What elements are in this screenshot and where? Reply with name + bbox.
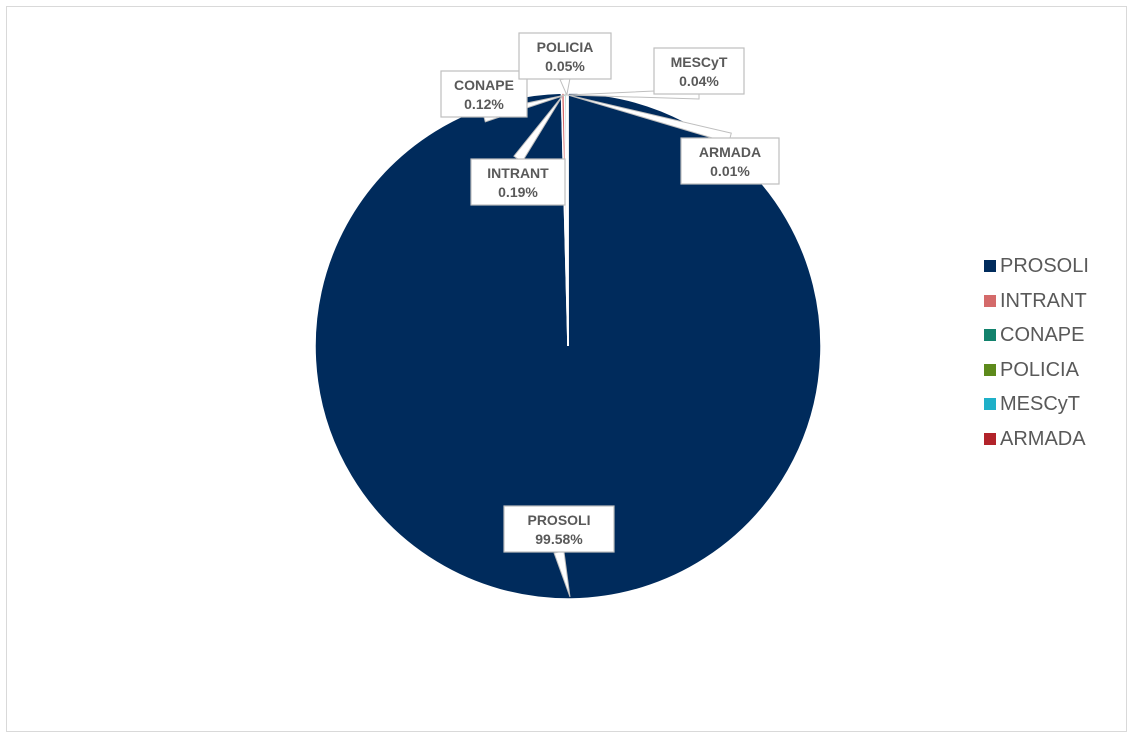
data-label-value-policia: 0.05%	[545, 58, 585, 74]
data-label-box-prosoli	[503, 505, 615, 553]
data-label-value-armada: 0.01%	[710, 163, 750, 179]
legend-item-policia: POLICIA	[984, 353, 1089, 388]
data-label-value-mescyt: 0.04%	[679, 73, 719, 89]
legend: PROSOLI INTRANT CONAPE POLICIA MESCyT ARMADA	[984, 249, 1089, 456]
legend-swatch-intrant	[984, 294, 996, 307]
legend-item-armada: ARMADA	[984, 422, 1089, 457]
callout-labels: PROSOLI 99.58% INTRANT 0.19% CONAPE 0.12% POLI…	[440, 32, 780, 553]
data-label-policia: POLICIA 0.05%	[518, 32, 612, 80]
data-label-value-conape: 0.12%	[464, 96, 504, 112]
data-label-category-policia: POLICIA	[537, 39, 594, 55]
legend-item-conape: CONAPE	[984, 318, 1089, 353]
data-label-category-intrant: INTRANT	[487, 165, 549, 181]
data-label-category-prosoli: PROSOLI	[527, 512, 590, 528]
data-label-category-armada: ARMADA	[699, 144, 761, 160]
legend-label-mescyt: MESCyT	[1000, 393, 1080, 416]
data-label-armada: ARMADA 0.01%	[680, 137, 780, 185]
data-label-prosoli: PROSOLI 99.58%	[503, 505, 615, 553]
legend-item-mescyt: MESCyT	[984, 387, 1089, 422]
legend-label-intrant: INTRANT	[1000, 289, 1087, 312]
data-label-category-conape: CONAPE	[454, 77, 514, 93]
legend-label-armada: ARMADA	[1000, 427, 1086, 450]
legend-swatch-armada	[984, 432, 996, 445]
legend-label-policia: POLICIA	[1000, 358, 1079, 381]
legend-swatch-conape	[984, 329, 996, 342]
data-label-box-conape	[440, 70, 528, 118]
data-label-box-intrant	[470, 158, 566, 206]
data-label-value-intrant: 0.19%	[498, 184, 538, 200]
legend-label-prosoli: PROSOLI	[1000, 255, 1089, 278]
data-label-box-mescyt	[653, 47, 745, 95]
data-label-box-armada	[680, 137, 780, 185]
data-label-value-prosoli: 99.58%	[535, 531, 583, 547]
data-label-box-policia	[518, 32, 612, 80]
data-label-category-mescyt: MESCyT	[671, 54, 728, 70]
legend-label-conape: CONAPE	[1000, 324, 1085, 347]
legend-swatch-prosoli	[984, 260, 996, 273]
data-label-mescyt: MESCyT 0.04%	[653, 47, 745, 95]
data-label-conape: CONAPE 0.12%	[440, 70, 528, 118]
legend-item-intrant: INTRANT	[984, 284, 1089, 319]
legend-swatch-mescyt	[984, 398, 996, 411]
data-label-intrant: INTRANT 0.19%	[470, 158, 566, 206]
legend-swatch-policia	[984, 363, 996, 376]
legend-item-prosoli: PROSOLI	[984, 249, 1089, 284]
